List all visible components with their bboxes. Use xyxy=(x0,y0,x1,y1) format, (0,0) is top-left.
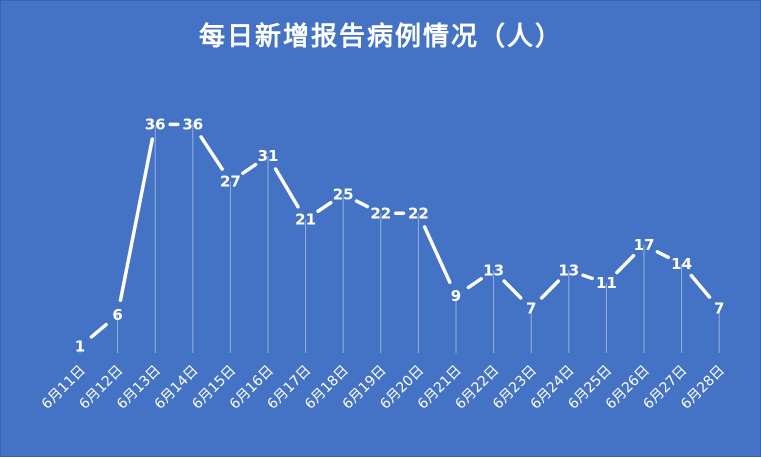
series-line-segment xyxy=(316,200,333,214)
series-line-segment xyxy=(689,273,712,299)
data-label: 7 xyxy=(526,300,536,318)
data-label: 22 xyxy=(408,204,429,222)
drop-lines-group xyxy=(79,124,720,353)
data-label: 36 xyxy=(145,115,166,133)
data-label: 21 xyxy=(295,211,316,229)
data-label: 31 xyxy=(258,147,279,165)
series-line-segment xyxy=(422,225,452,284)
series-line-segment xyxy=(199,135,224,171)
data-label: 22 xyxy=(370,204,391,222)
chart-title: 每日新增报告病例情况（人） xyxy=(199,21,563,52)
series-line-segment xyxy=(615,253,636,275)
data-label: 36 xyxy=(182,115,203,133)
series-line-segment xyxy=(241,162,258,175)
series-line-segment xyxy=(466,277,483,290)
x-axis-tick-labels: 6月11日6月12日6月13日6月14日6月15日6月16日6月17日6月18日… xyxy=(39,363,728,413)
data-label: 11 xyxy=(596,274,617,292)
series-line-segment xyxy=(502,279,523,300)
series-line-segment xyxy=(655,250,670,260)
data-label: 1 xyxy=(75,338,85,356)
data-label: 13 xyxy=(483,261,504,279)
data-label: 13 xyxy=(558,261,579,279)
data-label: 25 xyxy=(333,185,354,203)
series-line-segment xyxy=(273,167,300,209)
data-label: 27 xyxy=(220,173,241,191)
data-labels-group: 1 6 36 36 27 31 21 25 22 22 9 13 7 13 11 17 14 7 xyxy=(75,115,725,355)
series-line-segment xyxy=(581,273,594,281)
series-line-segment xyxy=(539,279,561,300)
series-line-group xyxy=(89,122,712,339)
data-label: 6 xyxy=(112,306,122,324)
data-label: 17 xyxy=(634,236,655,254)
series-line-segment xyxy=(118,137,155,302)
series-line-segment xyxy=(354,199,370,209)
data-label: 14 xyxy=(671,255,692,273)
data-label: 7 xyxy=(714,300,724,318)
series-line-segment xyxy=(89,322,108,339)
data-label: 9 xyxy=(451,287,461,305)
